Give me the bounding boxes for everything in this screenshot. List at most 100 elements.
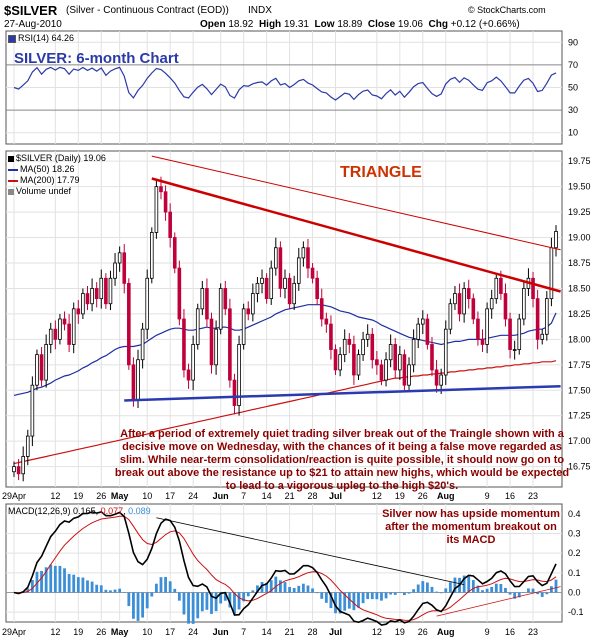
candle-body xyxy=(136,359,140,401)
macd-histogram-bar xyxy=(242,592,246,602)
macd-histogram-bar xyxy=(306,585,310,593)
candle-body xyxy=(494,277,499,300)
ma50-line xyxy=(13,304,557,396)
x-tick-label: 24 xyxy=(188,627,198,637)
macd-histogram-bar xyxy=(389,592,393,595)
macd-tick-label: 0.4 xyxy=(568,509,581,519)
macd-histogram-bar xyxy=(72,574,76,593)
candle-body xyxy=(122,252,127,284)
candle-body xyxy=(30,384,35,437)
candle-body xyxy=(154,186,159,233)
candle-body xyxy=(499,277,503,294)
macd-histogram-bar xyxy=(109,590,112,593)
x-tick-label: 9 xyxy=(485,627,490,637)
symbol-description: (Silver - Continuous Contract (EOD)) xyxy=(66,5,229,16)
x-tick-label: 26 xyxy=(418,491,428,501)
candle-body xyxy=(67,323,71,345)
macd-histogram-bar xyxy=(380,592,383,601)
macd-histogram-bar xyxy=(113,589,117,593)
price-tick-label: 17.00 xyxy=(568,436,591,446)
macd-histogram-bar xyxy=(324,592,328,603)
x-tick-label: 19 xyxy=(395,627,405,637)
macd-histogram-bar xyxy=(219,592,223,604)
candle-body xyxy=(370,333,375,361)
candle-body xyxy=(191,344,195,381)
price-tick-label: 18.50 xyxy=(568,283,591,293)
macd-histogram-bar xyxy=(338,592,342,614)
candle-body xyxy=(416,323,421,340)
candle-body xyxy=(48,328,53,345)
price-tick-label: 19.50 xyxy=(568,182,591,192)
candle-body xyxy=(384,359,388,381)
candle-body xyxy=(200,288,205,310)
candle-body xyxy=(21,456,25,475)
x-tick-label: 29Apr xyxy=(2,491,26,501)
candle-body xyxy=(182,318,186,371)
candle-body xyxy=(443,328,448,376)
x-tick-label: 19 xyxy=(73,491,83,501)
candle-body xyxy=(535,298,540,340)
candle-body xyxy=(58,318,62,340)
macd-histogram-bar xyxy=(370,592,374,600)
macd-histogram-bar xyxy=(173,588,177,593)
macd-histogram-bar xyxy=(246,592,250,597)
upper-resistance-line xyxy=(151,155,561,251)
macd-histogram-bar xyxy=(58,565,62,593)
macd-histogram-bar xyxy=(260,582,264,593)
candle-body xyxy=(90,288,94,305)
macd-histogram-bar xyxy=(416,584,420,593)
candle-body xyxy=(315,277,319,300)
triangle-label: TRIANGLE xyxy=(340,164,422,181)
x-tick-label: Jun xyxy=(213,491,229,501)
macd-histogram-bar xyxy=(343,592,347,611)
candle-body xyxy=(223,288,228,310)
macd-histogram-bar xyxy=(196,592,200,619)
macd-histogram-bar xyxy=(44,567,48,593)
candle-body xyxy=(508,318,512,350)
macd-histogram-bar xyxy=(476,585,480,593)
macd-histogram-bar xyxy=(357,592,360,608)
macd-histogram-bar xyxy=(481,590,484,593)
candle-body xyxy=(476,318,480,340)
macd-histogram-bar xyxy=(545,592,549,595)
x-tick-label: 26 xyxy=(96,491,106,501)
macd-histogram-bar xyxy=(347,592,351,609)
candle-body xyxy=(232,379,237,406)
macd-histogram-bar xyxy=(508,592,512,595)
x-tick-label: 17 xyxy=(165,491,175,501)
x-tick-label: Jul xyxy=(329,491,342,501)
macd-histogram-bar xyxy=(251,590,255,593)
x-tick-label: 12 xyxy=(50,627,60,637)
x-tick-label: 21 xyxy=(285,491,295,501)
macd-histogram-bar xyxy=(164,576,167,593)
candle-body xyxy=(214,328,218,366)
macd-histogram-bar xyxy=(269,580,273,593)
candle-body xyxy=(131,364,136,401)
macd-histogram-bar xyxy=(522,592,526,593)
price-tick-label: 17.75 xyxy=(568,360,591,370)
macd-histogram-bar xyxy=(550,586,553,593)
candle-body xyxy=(260,277,264,284)
macd-label: MACD(12,26,9) 0.165, 0.077, 0.089 xyxy=(8,506,151,516)
candle-body xyxy=(12,466,16,473)
price-legend: $SILVER (Daily) 19.06 MA(50) 18.26 MA(20… xyxy=(8,153,106,197)
x-tick-label: 17 xyxy=(165,627,175,637)
exchange: INDX xyxy=(248,5,272,16)
macd-histogram-bar xyxy=(86,580,89,593)
macd-histogram-bar xyxy=(462,575,466,593)
macd-histogram-bar xyxy=(297,585,301,593)
x-tick-label: 28 xyxy=(308,491,318,501)
macd-histogram-bar xyxy=(301,583,305,593)
candle-body xyxy=(39,354,44,381)
macd-histogram-bar xyxy=(191,592,195,624)
macd-histogram-bar xyxy=(154,583,158,593)
macd-support-line xyxy=(436,586,561,617)
macd-histogram-bar xyxy=(499,584,503,593)
ma200-line xyxy=(13,360,557,465)
macd-histogram-bar xyxy=(228,592,232,608)
x-tick-label: Jul xyxy=(329,627,342,637)
candle-body xyxy=(517,318,522,350)
price-tick-label: 18.75 xyxy=(568,258,591,268)
symbol: $SILVER xyxy=(4,3,58,18)
candle-body xyxy=(466,288,471,300)
